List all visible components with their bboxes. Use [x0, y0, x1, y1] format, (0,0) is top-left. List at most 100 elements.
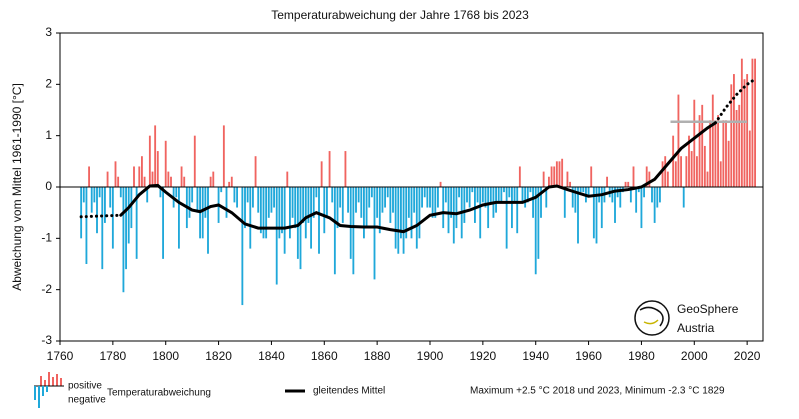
bar: [122, 187, 125, 293]
bar: [373, 187, 376, 280]
bar: [614, 187, 616, 223]
bar: [259, 187, 262, 234]
bar: [275, 187, 278, 285]
bar: [434, 187, 437, 218]
bar: [566, 171, 569, 187]
bar: [349, 187, 352, 259]
y-tick-label: 2: [45, 77, 52, 91]
bar: [175, 187, 178, 198]
bar: [423, 187, 426, 198]
bar: [257, 187, 260, 213]
bar: [677, 94, 680, 187]
bar: [640, 187, 643, 229]
bar: [241, 187, 244, 306]
bar: [138, 166, 141, 187]
legend-negative: negative: [68, 395, 106, 406]
bar: [310, 187, 312, 249]
bar: [228, 181, 231, 187]
bar: [595, 187, 598, 244]
bar: [540, 187, 542, 218]
bar: [511, 187, 513, 229]
bar: [730, 84, 733, 187]
mean-line: [119, 121, 717, 234]
bar: [270, 187, 273, 213]
bar: [188, 187, 191, 218]
bar: [532, 187, 534, 218]
y-tick-label: -2: [41, 282, 52, 296]
bar: [291, 187, 294, 218]
bar: [104, 187, 106, 223]
bar: [487, 187, 490, 229]
bar: [455, 187, 458, 229]
bar: [717, 115, 719, 187]
bar: [162, 187, 164, 259]
x-tick-label: 1940: [522, 349, 549, 363]
y-tick-label: 0: [45, 179, 52, 193]
bar: [746, 74, 749, 187]
bar: [296, 187, 299, 259]
bar: [666, 171, 669, 187]
legend-bars: Temperaturabweichung: [107, 388, 211, 399]
bar: [497, 187, 500, 203]
bar: [93, 187, 96, 203]
bar: [680, 156, 682, 187]
bar: [442, 187, 445, 229]
bar: [236, 187, 238, 208]
bar: [635, 187, 638, 213]
bar: [706, 171, 709, 187]
bar: [209, 176, 212, 187]
bar: [701, 104, 704, 187]
bar: [207, 187, 209, 254]
bar: [386, 187, 389, 198]
x-tick-label: 1900: [417, 349, 444, 363]
bar: [421, 187, 423, 208]
bar: [410, 187, 413, 239]
bar: [466, 187, 468, 203]
logo-text: GeoSphere: [677, 302, 739, 316]
bar: [563, 187, 566, 218]
bar: [397, 187, 400, 254]
bar: [648, 171, 651, 187]
bar: [304, 187, 307, 239]
bar: [743, 79, 746, 187]
bar: [582, 187, 585, 193]
bar: [384, 187, 386, 208]
bar: [88, 166, 90, 187]
logo-text: Austria: [677, 321, 715, 335]
bar: [664, 156, 667, 187]
x-tick-label: 2020: [734, 349, 761, 363]
bar: [471, 187, 474, 193]
bar: [315, 187, 318, 198]
bar: [167, 171, 170, 187]
bar: [476, 187, 479, 203]
bar: [645, 166, 648, 187]
bar: [265, 187, 268, 239]
bar: [555, 161, 558, 187]
bar: [688, 135, 690, 187]
bar: [109, 187, 112, 208]
bar: [389, 187, 392, 223]
bar: [656, 187, 659, 208]
bar: [85, 187, 88, 264]
bar: [252, 187, 254, 208]
bar: [339, 187, 342, 208]
bar: [738, 104, 741, 187]
bar: [90, 187, 93, 213]
bar: [341, 187, 344, 223]
bar: [326, 187, 328, 218]
bar: [733, 74, 735, 187]
bar: [526, 187, 529, 203]
bar: [722, 120, 725, 187]
bar: [495, 187, 497, 213]
bar: [693, 99, 696, 187]
bar: [96, 187, 98, 234]
bar: [262, 187, 265, 239]
bar: [254, 156, 257, 187]
bar: [500, 187, 503, 203]
bar: [696, 156, 698, 187]
bar: [653, 187, 656, 223]
bar: [521, 187, 524, 203]
bar: [125, 187, 127, 270]
bar: [151, 171, 154, 187]
bar: [518, 166, 521, 187]
